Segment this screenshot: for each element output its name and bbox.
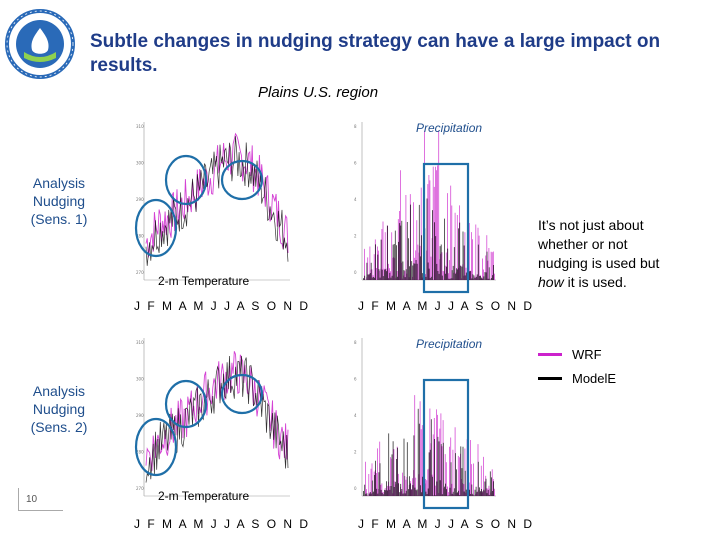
highlight-circle-3 (220, 159, 264, 201)
highlight-box-sens2-precipitation (422, 378, 470, 510)
note-emphasis: how (538, 274, 564, 290)
y-tick-label: 300 (136, 377, 144, 382)
temperature-label-sens1-temperature: 2-m Temperature (158, 274, 249, 288)
slide-number-frame (18, 488, 63, 511)
y-tick-label: 4 (354, 197, 357, 202)
epa-logo (4, 8, 76, 80)
highlight-circle-6 (220, 373, 264, 415)
nudging-note: It’s not just about whether or not nudgi… (538, 216, 680, 292)
legend-label-wrf: WRF (572, 346, 602, 362)
y-tick-label: 270 (136, 270, 144, 275)
precipitation-label-sens2-precipitation: Precipitation (416, 337, 482, 351)
y-tick-label: 270 (136, 486, 144, 491)
legend-item-modele: ModelE (538, 366, 648, 390)
x-tick-labels-sens1-precipitation: J F M A M J J A S O N D (358, 299, 534, 313)
y-tick-label: 2 (354, 450, 357, 455)
legend-item-wrf: WRF (538, 342, 648, 366)
y-tick-label: 310 (136, 124, 144, 129)
temperature-label-sens2-temperature: 2-m Temperature (158, 489, 249, 503)
highlight-circle-1 (134, 198, 178, 258)
highlight-circle-4 (134, 417, 178, 477)
y-tick-label: 0 (354, 486, 357, 491)
note-prefix: It’s not just about whether or not nudgi… (538, 217, 660, 271)
y-tick-label: 0 (354, 270, 357, 275)
legend-swatch-modele (538, 376, 562, 380)
highlight-box-sens1-precipitation (422, 162, 470, 294)
series-line-modele-sens1-temperature (145, 136, 289, 266)
y-tick-label: 8 (354, 124, 357, 129)
y-tick-label: 280 (136, 450, 144, 455)
x-tick-labels-sens1-temperature: J F M A M J J A S O N D (134, 299, 310, 313)
legend-swatch-wrf (538, 352, 562, 356)
precipitation-label-sens1-precipitation: Precipitation (416, 121, 482, 135)
y-tick-label: 2 (354, 234, 357, 239)
y-tick-label: 6 (354, 377, 357, 382)
sens2-label: Analysis Nudging (Sens. 2) (30, 383, 88, 435)
highlight-circle-5 (164, 379, 208, 429)
legend: WRF ModelE (538, 342, 648, 390)
y-tick-label: 6 (354, 161, 357, 166)
y-tick-label: 290 (136, 413, 144, 418)
y-tick-label: 4 (354, 413, 357, 418)
slide-title: Subtle changes in nudging strategy can h… (90, 31, 661, 76)
y-tick-label: 290 (136, 197, 144, 202)
slide-number: 10 (26, 494, 38, 505)
note-suffix: it is used. (563, 274, 627, 290)
y-tick-label: 300 (136, 161, 144, 166)
x-tick-labels-sens2-precipitation: J F M A M J J A S O N D (358, 517, 534, 531)
sens1-label: Analysis Nudging (Sens. 1) (30, 175, 88, 227)
y-tick-label: 280 (136, 234, 144, 239)
y-tick-label: 8 (354, 340, 357, 345)
region-subtitle: Plains U.S. region (258, 84, 379, 101)
series-line-wrf-sens2-temperature (145, 351, 289, 471)
highlight-circle-2 (164, 154, 208, 206)
series-line-modele-sens2-temperature (145, 355, 289, 483)
y-tick-label: 310 (136, 340, 144, 345)
x-tick-labels-sens2-temperature: J F M A M J J A S O N D (134, 517, 310, 531)
legend-label-modele: ModelE (572, 370, 617, 386)
